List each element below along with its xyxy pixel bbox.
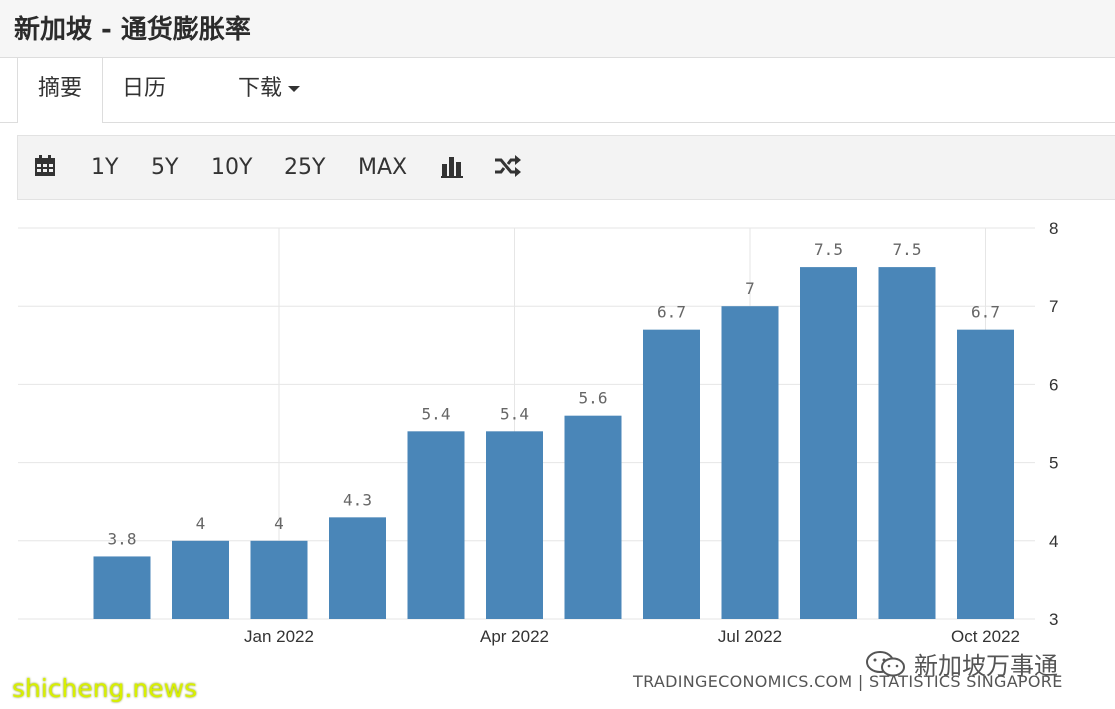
range-25y-button[interactable]: 25Y [284, 155, 326, 180]
range-5y-button[interactable]: 5Y [151, 155, 179, 180]
page-title: 新加坡 - 通货膨胀率 [14, 15, 251, 45]
y-tick-label: 5 [1049, 454, 1058, 473]
wechat-watermark-text: 新加坡万事通 [914, 652, 1058, 680]
y-tick-label: 3 [1049, 610, 1058, 629]
data-label: 7.5 [893, 240, 922, 259]
tab-bar: 摘要 日历 下载 [0, 58, 1115, 123]
data-label: 4 [196, 514, 206, 533]
wechat-watermark: 新加坡万事通 [864, 646, 1058, 681]
data-label: 5.4 [500, 404, 529, 423]
data-label: 6.7 [657, 303, 686, 322]
wechat-icon [866, 650, 905, 676]
bar-chart-icon[interactable] [441, 156, 463, 178]
bar [407, 431, 465, 619]
y-tick-label: 6 [1049, 375, 1058, 394]
data-label: 4.3 [343, 490, 372, 509]
calendar-icon[interactable] [34, 155, 56, 177]
tab-summary[interactable]: 摘要 [17, 58, 103, 123]
bar [250, 540, 308, 619]
title-bar: 新加坡 - 通货膨胀率 [0, 0, 1115, 58]
y-tick-label: 4 [1049, 532, 1058, 551]
bar [486, 431, 543, 619]
bar [957, 329, 1014, 619]
tab-download-label: 下载 [238, 76, 283, 101]
bar [721, 306, 779, 619]
range-1y-button[interactable]: 1Y [91, 155, 119, 180]
bar [643, 329, 700, 619]
tab-download[interactable]: 下载 [238, 58, 301, 122]
x-tick-label: Apr 2022 [480, 627, 549, 646]
y-tick-label: 7 [1049, 297, 1058, 316]
bar [93, 556, 151, 619]
bar [800, 267, 857, 619]
y-tick-label: 8 [1049, 219, 1058, 238]
data-label: 4 [274, 514, 284, 533]
shuffle-icon[interactable] [494, 155, 522, 177]
x-tick-label: Oct 2022 [951, 627, 1020, 646]
data-label: 3.8 [108, 529, 137, 548]
tab-calendar[interactable]: 日历 [122, 76, 167, 101]
data-label: 7 [745, 279, 755, 298]
data-label: 5.4 [422, 404, 451, 423]
bar [172, 540, 229, 619]
chart-source: TRADINGECONOMICS.COM | STATISTICS SINGAP… [633, 672, 1063, 691]
x-tick-label: Jul 2022 [718, 627, 782, 646]
site-watermark: shicheng.news [12, 674, 198, 703]
bar [564, 415, 622, 619]
caret-down-icon [288, 86, 301, 92]
range-10y-button[interactable]: 10Y [211, 155, 253, 180]
data-label: 6.7 [971, 303, 1000, 322]
range-max-button[interactable]: MAX [358, 155, 408, 180]
data-label: 7.5 [814, 240, 843, 259]
x-tick-label: Jan 2022 [244, 627, 314, 646]
bar [329, 517, 386, 619]
inflation-bar-chart: 3.8 4 4 4.3 5.4 5.4 5.6 6.7 7 7.5 7.5 6.7 3 4 5 6 7 8 Jan … [18, 219, 1058, 646]
bar [878, 267, 936, 619]
data-label: 5.6 [579, 389, 608, 408]
chart-toolbar: 1Y 5Y 10Y 25Y MAX [17, 135, 1115, 200]
